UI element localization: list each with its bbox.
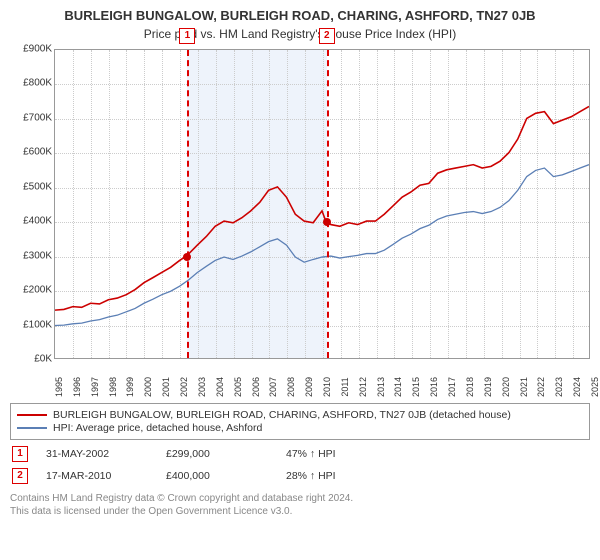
sale-marker-dot: [323, 218, 331, 226]
sales-table: 1 31-MAY-2002£299,00047% ↑ HPI 2 17-MAR-201…: [10, 446, 590, 484]
x-tick-label: 1999: [125, 377, 135, 397]
sale-id-box: 1: [12, 446, 28, 462]
sale-price: £299,000: [166, 448, 286, 460]
y-tick-label: £300K: [23, 250, 52, 261]
x-tick-label: 2014: [393, 377, 403, 397]
series-line: [55, 106, 589, 310]
sale-date: 31-MAY-2002: [46, 448, 166, 460]
y-tick-label: £600K: [23, 147, 52, 158]
x-tick-label: 2021: [519, 377, 529, 397]
y-tick-label: £100K: [23, 319, 52, 330]
event-line: [187, 50, 189, 358]
x-tick-label: 1998: [108, 377, 118, 397]
x-tick-label: 2012: [358, 377, 368, 397]
legend-label: HPI: Average price, detached house, Ashf…: [53, 422, 262, 434]
x-tick-label: 2007: [268, 377, 278, 397]
x-tick-label: 2013: [376, 377, 386, 397]
x-tick-label: 2010: [322, 377, 332, 397]
x-tick-label: 1995: [54, 377, 64, 397]
sale-row: 2 17-MAR-2010£400,00028% ↑ HPI: [10, 468, 590, 484]
x-tick-label: 2023: [554, 377, 564, 397]
x-tick-label: 2008: [286, 377, 296, 397]
y-tick-label: £200K: [23, 285, 52, 296]
event-marker-box: 2: [319, 28, 335, 44]
footer-text: Contains HM Land Registry data © Crown c…: [10, 492, 590, 518]
x-tick-label: 2015: [411, 377, 421, 397]
x-tick-label: 2005: [233, 377, 243, 397]
y-tick-label: £700K: [23, 112, 52, 123]
sale-marker-dot: [183, 253, 191, 261]
x-tick-label: 1997: [90, 377, 100, 397]
x-tick-label: 2004: [215, 377, 225, 397]
x-tick-label: 2022: [536, 377, 546, 397]
x-tick-label: 2025: [590, 377, 600, 397]
x-tick-label: 2024: [572, 377, 582, 397]
series-line: [55, 165, 589, 326]
x-tick-label: 2016: [429, 377, 439, 397]
x-tick-label: 2011: [340, 377, 350, 396]
y-tick-label: £500K: [23, 181, 52, 192]
chart-container: BURLEIGH BUNGALOW, BURLEIGH ROAD, CHARIN…: [0, 0, 600, 524]
legend: BURLEIGH BUNGALOW, BURLEIGH ROAD, CHARIN…: [10, 403, 590, 440]
sale-id-box: 2: [12, 468, 28, 484]
plot-area: 12: [54, 49, 590, 359]
x-tick-label: 2000: [143, 377, 153, 397]
x-tick-label: 2020: [501, 377, 511, 397]
sale-row: 1 31-MAY-2002£299,00047% ↑ HPI: [10, 446, 590, 462]
line-series: [55, 50, 589, 358]
chart-area: £0K £100K £200K £300K £400K £500K £600K £700K £8…: [10, 49, 590, 399]
y-axis: £0K£100K£200K£300K£400K£500K£600K£700K£8…: [10, 49, 54, 359]
legend-label: BURLEIGH BUNGALOW, BURLEIGH ROAD, CHARIN…: [53, 409, 511, 421]
x-tick-label: 2002: [179, 377, 189, 397]
x-tick-label: 2009: [304, 377, 314, 397]
legend-swatch: [17, 427, 47, 429]
sale-vs-hpi: 47% ↑ HPI: [286, 448, 406, 460]
sale-vs-hpi: 28% ↑ HPI: [286, 470, 406, 482]
x-tick-label: 2003: [197, 377, 207, 397]
y-tick-label: £400K: [23, 216, 52, 227]
x-tick-label: 2018: [465, 377, 475, 397]
x-tick-label: 2006: [251, 377, 261, 397]
chart-title: BURLEIGH BUNGALOW, BURLEIGH ROAD, CHARIN…: [10, 8, 590, 23]
footer-line: This data is licensed under the Open Gov…: [10, 505, 590, 518]
x-tick-label: 2017: [447, 377, 457, 397]
legend-item: BURLEIGH BUNGALOW, BURLEIGH ROAD, CHARIN…: [17, 409, 583, 421]
y-tick-label: £0K: [34, 354, 52, 365]
y-tick-label: £800K: [23, 78, 52, 89]
chart-subtitle: Price paid vs. HM Land Registry's House …: [10, 27, 590, 41]
legend-item: HPI: Average price, detached house, Ashf…: [17, 422, 583, 434]
x-tick-label: 1996: [72, 377, 82, 397]
x-axis: 1995 1996 1997 1998 1999 2000 2001 2002 2003 2004…: [54, 361, 590, 399]
sale-price: £400,000: [166, 470, 286, 482]
legend-swatch: [17, 414, 47, 416]
event-marker-box: 1: [179, 28, 195, 44]
footer-line: Contains HM Land Registry data © Crown c…: [10, 492, 590, 505]
sale-date: 17-MAR-2010: [46, 470, 166, 482]
x-tick-label: 2019: [483, 377, 493, 397]
y-tick-label: £900K: [23, 44, 52, 55]
event-line: [327, 50, 329, 358]
x-tick-label: 2001: [161, 377, 171, 397]
